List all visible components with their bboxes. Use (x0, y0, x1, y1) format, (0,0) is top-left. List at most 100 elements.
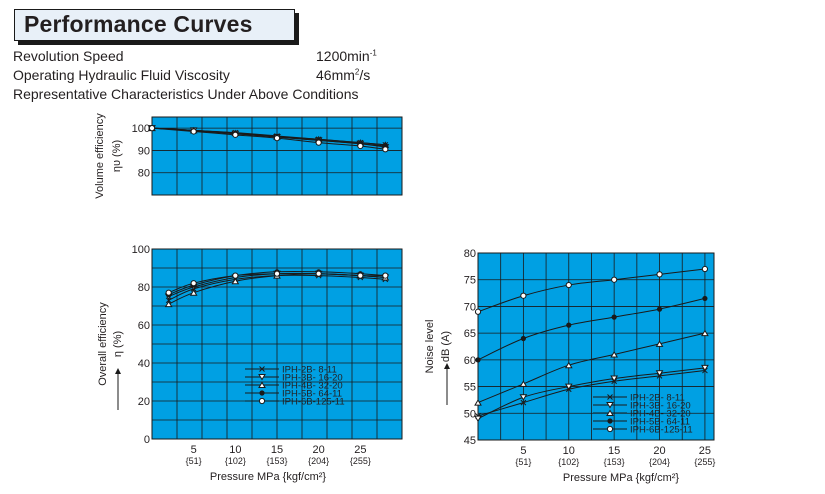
open-circle-marker-icon (565, 281, 572, 289)
noise-y-arrowhead-icon (444, 363, 450, 369)
noise-legend-label: IPH-4B- 32-20 (630, 409, 691, 420)
overall-y-tick-label: 40 (138, 358, 150, 370)
noise-y-tick-label: 70 (464, 301, 476, 313)
overall-x-tick-kgf-label: {255} (350, 456, 371, 466)
noise-data-point (655, 340, 664, 347)
overall-y-tick-label: 0 (144, 434, 150, 446)
noise-data-point (475, 357, 481, 363)
cross-marker-icon (520, 399, 527, 406)
noise-x-tick-kgf-label: {255} (694, 457, 715, 467)
overall-x-tick-label: 15 (271, 444, 283, 456)
cross-marker-icon (607, 394, 613, 400)
up-triangle-marker-icon (610, 351, 619, 358)
noise-x-tick-kgf-label: {102} (558, 457, 579, 467)
open-circle-marker-icon (148, 125, 156, 132)
filled-circle-marker-icon (607, 418, 613, 424)
overall-data-point (165, 289, 172, 296)
volume-data-point (148, 125, 156, 132)
open-circle-marker-icon (315, 270, 322, 277)
overall-data-point (190, 280, 197, 287)
down-triangle-marker-icon (606, 402, 614, 409)
overall-x-axis-label: Pressure MPa {kgf/cm²} (210, 471, 326, 483)
noise-y-axis-unit: dB (A) (440, 331, 452, 362)
up-triangle-marker-icon (564, 361, 573, 369)
open-circle-marker-icon (232, 131, 239, 138)
overall-data-point (165, 297, 172, 304)
speed-label: Revolution Speed (13, 48, 124, 64)
volume-y-tick-label: 80 (138, 168, 150, 180)
viscosity-label: Operating Hydraulic Fluid Viscosity (13, 67, 230, 83)
open-circle-marker-icon (190, 280, 197, 287)
overall-chart: 100 80 60 40 20 0 Overall efficiency η (%) 5{51}… (97, 244, 403, 483)
speed-value: 1200min-1 (316, 48, 377, 64)
up-triangle-marker-icon (701, 329, 709, 337)
cross-marker-icon (259, 366, 265, 372)
noise-y-tick-label: 55 (464, 382, 476, 394)
open-circle-marker-icon (701, 265, 709, 273)
open-circle-marker-icon (273, 270, 281, 277)
up-triangle-marker-icon (519, 380, 528, 387)
noise-data-point (701, 364, 709, 372)
noise-x-tick-label: 5 (520, 445, 526, 457)
down-triangle-marker-icon (610, 375, 619, 383)
volume-data-point (382, 146, 389, 153)
overall-legend-marker (258, 374, 266, 381)
volume-y-tick-label: 100 (132, 123, 150, 135)
noise-series-line-2 (477, 367, 705, 420)
overall-data-point (315, 270, 322, 277)
overall-legend-label: IPH-6B-125-11 (282, 397, 345, 408)
open-circle-marker-icon (611, 276, 618, 283)
noise-data-point (474, 399, 482, 406)
noise-y-tick-label: 65 (464, 328, 476, 340)
noise-legend-label: IPH-3B- 16-20 (630, 401, 691, 412)
noise-data-point (564, 361, 573, 369)
noise-data-point (611, 314, 617, 320)
overall-data-point (189, 289, 198, 296)
overall-data-point (273, 270, 281, 277)
noise-data-point (610, 351, 619, 358)
noise-data-point (474, 308, 482, 315)
overall-legend-label: IPH-4B- 32-20 (282, 381, 343, 392)
noise-data-point (474, 415, 482, 423)
open-circle-marker-icon (273, 135, 281, 142)
overall-legend-marker (259, 366, 265, 372)
noise-data-point (519, 394, 528, 401)
overall-x-tick-label: 5 (191, 444, 197, 456)
title-box (14, 9, 295, 41)
down-triangle-marker-icon (519, 394, 528, 401)
open-circle-marker-icon (357, 272, 364, 279)
noise-x-tick-kgf-label: {51} (515, 457, 531, 467)
up-triangle-marker-icon (258, 381, 266, 388)
noise-series-line-1 (477, 370, 705, 417)
open-circle-marker-icon (382, 146, 389, 153)
down-triangle-marker-icon (474, 415, 482, 423)
overall-y-arrowhead-icon (115, 368, 121, 374)
overall-x-tick-label: 20 (313, 444, 325, 456)
filled-circle-marker-icon (259, 390, 265, 396)
volume-y-axis-label: Volume efficiency (94, 113, 106, 199)
filled-circle-marker-icon (611, 314, 617, 320)
filled-circle-marker-icon (520, 335, 526, 342)
overall-data-point (164, 300, 173, 308)
noise-data-point (655, 370, 664, 377)
down-triangle-marker-icon (258, 374, 266, 381)
up-triangle-marker-icon (606, 409, 614, 416)
up-triangle-marker-icon (655, 340, 664, 347)
noise-data-point (519, 380, 528, 387)
viscosity-unit-tail: /s (359, 67, 371, 83)
overall-y-tick-label: 100 (132, 244, 150, 256)
open-circle-marker-icon (474, 308, 482, 315)
noise-data-point (656, 306, 663, 312)
overall-x-tick-kgf-label: {51} (186, 456, 202, 466)
volume-data-point (273, 135, 281, 142)
overall-y-tick-label: 20 (138, 396, 150, 408)
up-triangle-marker-icon (231, 277, 240, 285)
open-circle-marker-icon (315, 139, 322, 146)
noise-data-point (520, 399, 527, 406)
speed-unit-sup: -1 (369, 48, 377, 58)
up-triangle-marker-icon (474, 399, 482, 406)
volume-y-tick-label: 90 (138, 145, 150, 157)
volume-data-point (357, 142, 364, 150)
overall-data-point (382, 272, 389, 279)
open-circle-marker-icon (190, 128, 197, 135)
